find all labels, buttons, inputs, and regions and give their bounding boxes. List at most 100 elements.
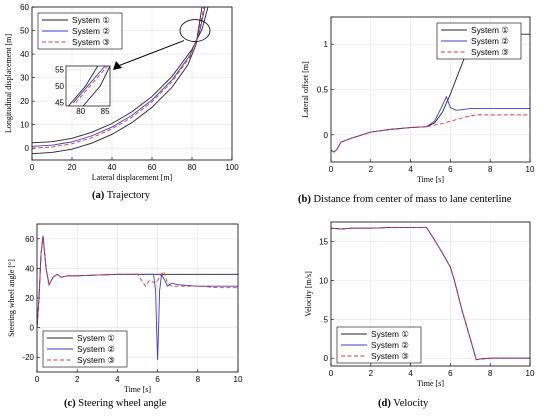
legend-entry: System ② <box>471 36 509 46</box>
x-tick-label: 4 <box>408 165 413 174</box>
y-tick-label: 60 <box>20 3 29 12</box>
y-tick-label: 20 <box>20 97 29 106</box>
y-tick-label: 0 <box>324 354 329 363</box>
panel-steering: 0 2 4 6 8 10 -20 0 20 40 60 Time [s] Steering wheel … <box>0 208 275 416</box>
panel-lateral-offset: 0 2 4 6 8 10 0 0.5 1 Time [s] Lateral offset [m] Sy… <box>275 0 550 208</box>
panel-velocity: 0 2 4 6 8 10 0 5 10 15 Time [s] Velocity [m/s] Syste… <box>275 208 550 416</box>
series-line-system- <box>331 95 530 153</box>
y-tick-label: 10 <box>319 276 328 285</box>
y-axis-title: Longitudinal displacement [m] <box>4 34 13 133</box>
x-tick-label: 100 <box>225 163 239 172</box>
legend-entry: System ① <box>371 329 409 339</box>
axes-frame <box>31 6 233 161</box>
x-tick-label: 6 <box>448 165 453 174</box>
inset-y-tick-label: 50 <box>55 82 64 91</box>
x-tick-label: 60 <box>148 163 157 172</box>
y-axis-title: Velocity [m/s] <box>304 271 313 317</box>
series-line-system- <box>37 235 238 361</box>
y-axis-title: Lateral offset [m] <box>301 61 310 118</box>
series-line-system- <box>37 235 238 328</box>
caption-tag: (d) <box>378 398 391 409</box>
x-tick-label: 8 <box>196 375 201 384</box>
x-axis-title: Time [s] <box>417 175 444 184</box>
caption-text: Velocity <box>393 398 429 409</box>
y-tick-label: 20 <box>25 294 34 303</box>
x-tick-label: 40 <box>108 163 117 172</box>
caption-trajectory: (a) Trajectory <box>92 190 150 201</box>
y-tick-label: 5 <box>324 315 329 324</box>
legend-entry: System ① <box>72 15 110 25</box>
caption-text: Distance from center of mass to lane cen… <box>313 194 512 205</box>
caption-tag: (b) <box>298 194 311 205</box>
inset-y-tick-label: 45 <box>55 99 64 108</box>
caption-tag: (a) <box>92 190 105 201</box>
inset-series-line-system- <box>82 66 110 106</box>
y-tick-label: 1 <box>324 40 329 49</box>
x-axis-title: Time [s] <box>417 379 444 388</box>
legend-entry: System ① <box>471 25 509 35</box>
x-tick-label: 2 <box>369 369 374 378</box>
x-tick-label: 20 <box>68 163 77 172</box>
inset-x-tick-label: 85 <box>101 107 110 116</box>
velocity-chart: 0 2 4 6 8 10 0 5 10 15 Time [s] Velocity [m/s] Syste… <box>304 221 535 388</box>
y-tick-label: 0 <box>25 144 30 153</box>
x-tick-label: 8 <box>488 165 493 174</box>
series-line-system- <box>32 7 203 155</box>
x-tick-label: 6 <box>448 369 453 378</box>
x-tick-label: 0 <box>329 369 334 378</box>
inset-frame <box>65 65 111 107</box>
x-tick-label: 0 <box>329 165 334 174</box>
x-tick-label: 10 <box>526 165 535 174</box>
y-axis-title: Steering wheel angle [°] <box>7 259 16 337</box>
x-tick-label: 0 <box>30 163 35 172</box>
inset-x-tick-label: 80 <box>76 107 85 116</box>
x-tick-label: 0 <box>35 375 40 384</box>
legend-entry: System ② <box>72 26 110 36</box>
x-tick-label: 4 <box>115 375 120 384</box>
x-tick-label: 6 <box>155 375 160 384</box>
y-tick-label: 0.5 <box>317 86 329 95</box>
x-tick-label: 4 <box>408 369 413 378</box>
caption-steering: (c) Steering wheel angle <box>64 398 166 409</box>
legend-entry: System ③ <box>471 47 509 57</box>
axes-frame <box>330 221 531 367</box>
x-tick-label: 2 <box>75 375 80 384</box>
y-tick-label: -20 <box>22 353 34 362</box>
series-line-system- <box>331 227 530 361</box>
caption-velocity: (d) Velocity <box>378 398 428 409</box>
x-axis-title: Time [s] <box>124 385 151 394</box>
inset-series-line-system- <box>72 66 106 103</box>
zoom-arrow <box>117 40 185 67</box>
y-tick-label: 0 <box>324 131 329 140</box>
legend-entry: System ① <box>77 333 115 343</box>
series-line-system- <box>32 7 205 149</box>
legend-entry: System ② <box>77 344 115 354</box>
y-tick-label: 60 <box>25 235 34 244</box>
x-tick-label: 10 <box>234 375 243 384</box>
x-tick-label: 2 <box>369 165 374 174</box>
x-tick-label: 10 <box>526 369 535 378</box>
y-tick-label: 50 <box>20 27 29 36</box>
inset-series-line-system- <box>75 66 108 103</box>
y-tick-label: 0 <box>30 324 35 333</box>
y-tick-label: 30 <box>20 74 29 83</box>
steering-chart: 0 2 4 6 8 10 -20 0 20 40 60 Time [s] Steering wheel … <box>7 223 243 394</box>
inset-y-tick-label: 55 <box>55 65 64 74</box>
panel-trajectory: 0 20 40 60 80 100 0 10 20 30 40 50 60 Lateral displac… <box>0 0 275 208</box>
zoom-arrow-head <box>113 61 122 70</box>
y-tick-label: 15 <box>319 237 328 246</box>
x-tick-label: 80 <box>188 163 197 172</box>
legend-entry: System ② <box>371 340 409 350</box>
legend-entry: System ③ <box>77 355 115 365</box>
caption-tag: (c) <box>64 398 76 409</box>
series-line-system- <box>32 7 206 147</box>
caption-text: Steering wheel angle <box>78 398 167 409</box>
y-tick-label: 40 <box>25 264 34 273</box>
caption-text: Trajectory <box>106 190 151 201</box>
legend-entry: System ③ <box>72 37 110 47</box>
